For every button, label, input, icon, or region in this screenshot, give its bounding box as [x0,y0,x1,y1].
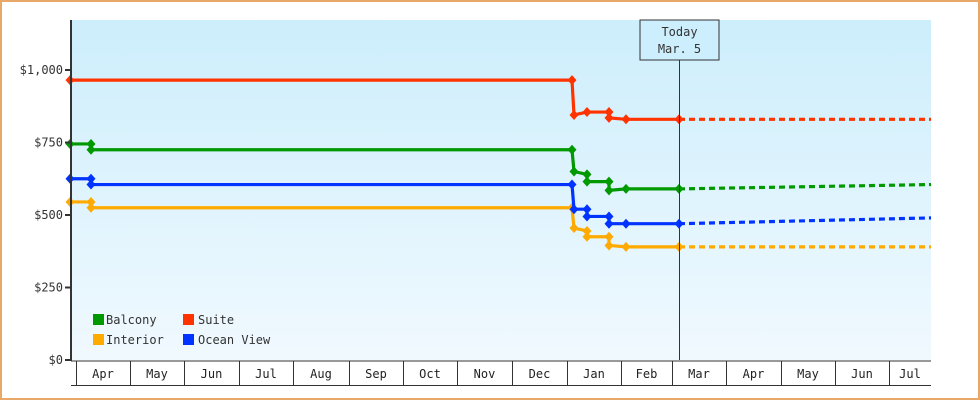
data-point-marker[interactable] [604,107,614,118]
x-month-label: May [797,367,819,381]
x-month-label: Nov [474,367,496,381]
legend-swatch-suite [183,314,194,325]
legend: Balcony Suite Interior Ocean View [93,313,271,347]
x-month-label: Jun [201,367,223,381]
data-point-marker[interactable] [86,144,96,155]
data-point-marker[interactable] [621,183,631,194]
x-month-label: May [146,367,168,381]
y-tick-label: $750 [34,136,63,150]
data-point-marker[interactable] [621,218,631,229]
plot-area [72,20,931,360]
data-point-marker[interactable] [582,204,592,215]
x-month-label: Oct [419,367,441,381]
data-point-marker[interactable] [621,114,631,125]
x-month-label: Jan [583,367,605,381]
x-month-label: Jul [899,367,921,381]
data-point-marker[interactable] [569,166,579,177]
today-label-line1: Today [661,25,697,39]
data-point-marker[interactable] [86,196,96,207]
data-point-marker[interactable] [621,241,631,252]
x-month-label: Apr [743,367,765,381]
data-point-marker[interactable] [604,240,614,251]
legend-label-interior: Interior [106,333,164,347]
series-suite [65,75,931,125]
y-tick-label: $500 [34,208,63,222]
data-point-marker[interactable] [569,109,579,120]
x-month-label: Feb [636,367,658,381]
data-point-marker[interactable] [582,107,592,118]
data-point-marker[interactable] [582,176,592,187]
x-month-label: Aug [310,367,332,381]
legend-label-suite: Suite [198,313,234,327]
data-point-marker[interactable] [86,179,96,190]
data-point-marker[interactable] [604,176,614,187]
x-month-label: Apr [92,367,114,381]
data-point-marker[interactable] [604,218,614,229]
series-ocean-view [65,173,932,229]
data-point-marker[interactable] [567,179,577,190]
x-month-label: Dec [529,367,551,381]
forecast-line [678,216,932,226]
data-point-marker[interactable] [604,231,614,242]
x-axis-months: Apr May Jun Jul Aug Sep Oct Nov Dec Jan Feb Mar Apr M… [71,360,931,386]
legend-label-ocean-view: Ocean View [198,333,271,347]
data-point-marker[interactable] [582,231,592,242]
today-label-line2: Mar. 5 [658,42,701,56]
legend-swatch-interior [93,334,104,345]
data-point-marker[interactable] [86,173,96,184]
data-point-marker[interactable] [582,225,592,236]
data-point-marker[interactable] [604,112,614,123]
data-point-marker[interactable] [567,75,577,86]
data-point-marker[interactable] [567,144,577,155]
y-tick-label: $1,000 [20,63,63,77]
data-point-marker[interactable] [86,138,96,149]
data-point-marker[interactable] [569,204,579,215]
legend-label-balcony: Balcony [106,313,157,327]
forecast-line [678,182,932,191]
x-month-label: Sep [365,367,387,381]
data-point-marker[interactable] [86,202,96,213]
x-month-label: Jul [255,367,277,381]
y-tick-label: $0 [49,353,63,367]
today-marker: Today Mar. 5 [639,19,720,61]
data-point-marker[interactable] [604,185,614,196]
data-point-marker[interactable] [582,169,592,180]
data-point-marker[interactable] [569,223,579,234]
legend-swatch-ocean-view [183,334,194,345]
x-month-label: Jun [851,367,873,381]
y-axis-ticks: $0 $250 $500 $750 $1,000 [20,63,71,367]
legend-swatch-balcony [93,314,104,325]
x-month-label: Mar [688,367,710,381]
data-point-marker[interactable] [604,211,614,222]
y-tick-label: $250 [34,281,63,295]
data-point-marker[interactable] [582,211,592,222]
